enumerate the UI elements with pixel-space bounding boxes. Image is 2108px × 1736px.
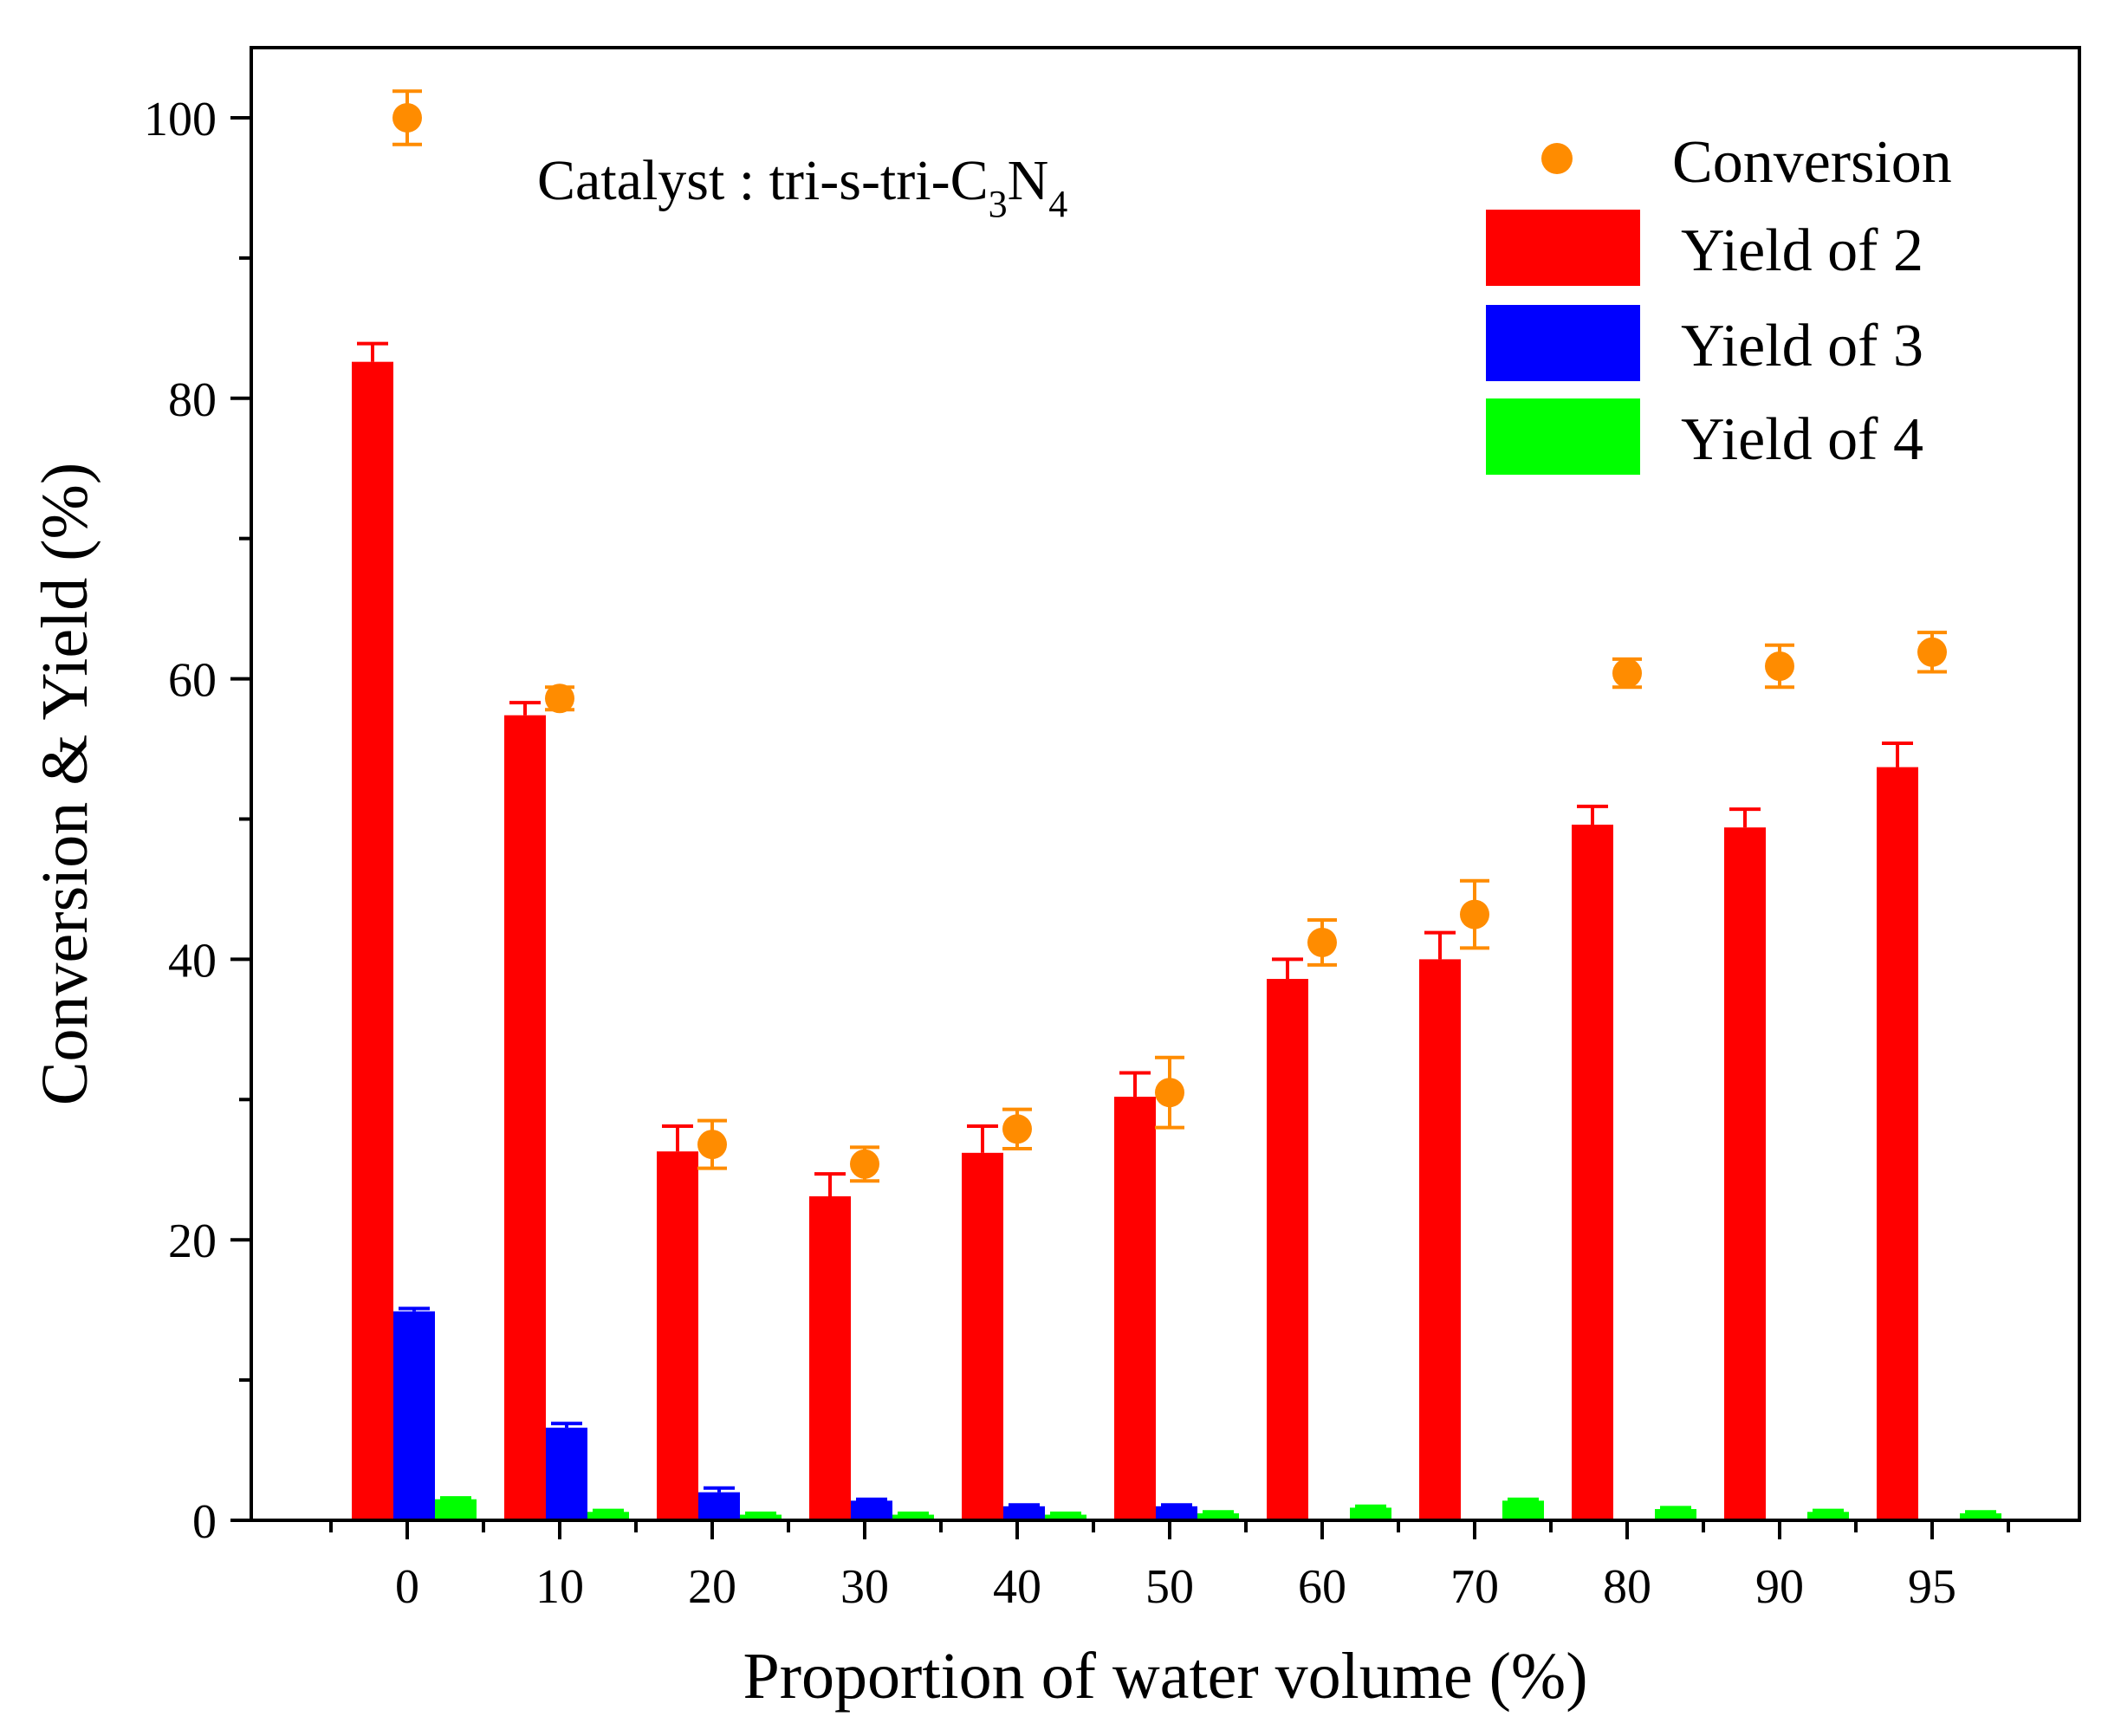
bar-yield-of-2-50 bbox=[1114, 1097, 1156, 1520]
conversion-point-60 bbox=[1307, 927, 1337, 957]
y-tick-label-0: 0 bbox=[192, 1495, 217, 1549]
x-tick-label-10: 10 bbox=[535, 1560, 584, 1614]
legend-swatch-conversion bbox=[1541, 143, 1573, 174]
x-tick-label-30: 30 bbox=[840, 1560, 889, 1614]
bar-yield-of-2-60 bbox=[1267, 979, 1308, 1520]
bar-yield-of-2-0 bbox=[352, 361, 393, 1521]
conversion-point-30 bbox=[850, 1149, 879, 1179]
bar-yield-of-2-80 bbox=[1572, 824, 1613, 1520]
bar-yield-of-3-10 bbox=[546, 1428, 587, 1520]
y-tick-label-80: 80 bbox=[168, 373, 217, 427]
bar-yield-of-2-40 bbox=[962, 1152, 1003, 1520]
x-tick-label-70: 70 bbox=[1450, 1560, 1499, 1614]
annotation-mid: N bbox=[1008, 149, 1049, 212]
bar-yield-of-4-70 bbox=[1502, 1500, 1544, 1520]
legend-label-yield-3: Yield of 3 bbox=[1681, 313, 1923, 379]
x-axis: 0 10 20 30 40 50 60 70 80 90 95 bbox=[329, 1520, 2010, 1614]
y-axis-title: Conversion & Yield (%) bbox=[29, 463, 101, 1105]
x-tick-label-50: 50 bbox=[1145, 1560, 1194, 1614]
conversion-point-95 bbox=[1917, 637, 1947, 667]
x-tick-label-0: 0 bbox=[395, 1560, 419, 1614]
y-tick-label-100: 100 bbox=[144, 93, 217, 146]
bar-yield-of-4-95 bbox=[1960, 1513, 2001, 1520]
conversion-point-90 bbox=[1765, 651, 1794, 681]
legend-label-yield-2: Yield of 2 bbox=[1681, 217, 1923, 284]
legend-swatch-yield-3 bbox=[1486, 305, 1640, 381]
annotation-sub2: 4 bbox=[1048, 183, 1067, 225]
bar-yield-of-3-40 bbox=[1003, 1506, 1045, 1520]
conversion-point-0 bbox=[392, 102, 422, 133]
bar-yield-of-4-0 bbox=[435, 1499, 477, 1520]
bar-yield-of-2-30 bbox=[809, 1196, 851, 1520]
bar-yield-of-3-20 bbox=[698, 1492, 740, 1520]
bar-yield-of-2-10 bbox=[504, 715, 546, 1520]
bars-layer bbox=[352, 341, 2001, 1521]
bar-yield-of-4-90 bbox=[1807, 1512, 1849, 1520]
bar-yield-of-2-90 bbox=[1724, 827, 1766, 1520]
conversion-point-40 bbox=[1002, 1114, 1032, 1144]
plot-frame bbox=[250, 46, 2081, 1522]
y-tick-label-20: 20 bbox=[168, 1215, 217, 1268]
bar-yield-of-4-10 bbox=[587, 1512, 629, 1520]
bar-yield-of-2-70 bbox=[1419, 959, 1461, 1520]
conversion-point-20 bbox=[697, 1130, 727, 1160]
legend: Conversion Yield of 2 Yield of 3 Yield o… bbox=[1486, 129, 1952, 475]
bar-yield-of-3-50 bbox=[1156, 1506, 1197, 1520]
conversion-point-80 bbox=[1612, 658, 1642, 689]
bar-yield-of-4-20 bbox=[740, 1514, 782, 1520]
x-tick-label-60: 60 bbox=[1298, 1560, 1346, 1614]
conversion-point-70 bbox=[1460, 899, 1489, 930]
catalyst-annotation: Catalyst : tri-s-tri-C3N4 bbox=[537, 149, 1067, 225]
legend-swatch-yield-2 bbox=[1486, 210, 1640, 286]
conversion-point-10 bbox=[545, 683, 574, 714]
y-axis: 0 20 40 60 80 100 bbox=[144, 93, 251, 1549]
annotation-sub1: 3 bbox=[989, 183, 1008, 225]
bar-yield-of-4-50 bbox=[1197, 1513, 1239, 1520]
x-tick-label-80: 80 bbox=[1603, 1560, 1651, 1614]
legend-label-conversion: Conversion bbox=[1672, 129, 1952, 196]
points-layer bbox=[392, 89, 1947, 1183]
bar-yield-of-4-30 bbox=[892, 1514, 934, 1520]
x-tick-label-40: 40 bbox=[993, 1560, 1041, 1614]
bar-yield-of-2-95 bbox=[1877, 767, 1918, 1520]
annotation-prefix: Catalyst : tri-s-tri-C bbox=[537, 149, 989, 212]
bar-yield-of-3-0 bbox=[393, 1311, 435, 1520]
legend-swatch-yield-4 bbox=[1486, 398, 1640, 475]
bar-yield-of-2-20 bbox=[657, 1151, 698, 1520]
conversion-point-50 bbox=[1155, 1078, 1184, 1108]
y-tick-label-40: 40 bbox=[168, 934, 217, 988]
x-tick-label-20: 20 bbox=[688, 1560, 736, 1614]
x-axis-title: Proportion of water volume (%) bbox=[743, 1640, 1587, 1713]
y-tick-label-60: 60 bbox=[168, 654, 217, 708]
bar-yield-of-3-30 bbox=[851, 1500, 892, 1520]
x-tick-label-90: 90 bbox=[1755, 1560, 1804, 1614]
bar-yield-of-4-40 bbox=[1045, 1514, 1086, 1520]
legend-label-yield-4: Yield of 4 bbox=[1681, 406, 1923, 473]
bar-yield-of-4-60 bbox=[1350, 1507, 1391, 1520]
bar-yield-of-4-80 bbox=[1655, 1509, 1696, 1520]
x-tick-label-95: 95 bbox=[1908, 1560, 1956, 1614]
